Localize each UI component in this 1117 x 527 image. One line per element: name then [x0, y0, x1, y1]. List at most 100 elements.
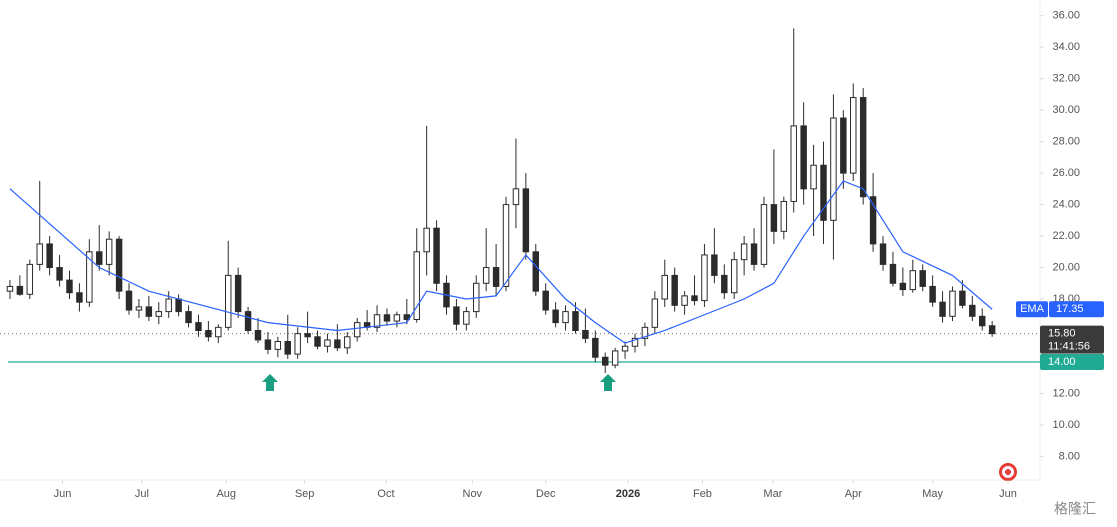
candle-body — [562, 311, 569, 324]
support-arrows — [262, 374, 616, 391]
candle-body — [850, 97, 857, 174]
candle-body — [701, 254, 708, 302]
candle-body — [969, 304, 976, 317]
candle-body — [959, 290, 966, 306]
y-tick-label: 32.00 — [1052, 73, 1080, 85]
support-label: 14.00 — [1048, 356, 1076, 368]
candle-body — [582, 329, 589, 339]
last-price-box — [1040, 325, 1104, 354]
candle-body — [532, 251, 540, 292]
candle-body — [205, 329, 212, 338]
x-tick-label: Jun — [999, 488, 1017, 500]
y-tick-label: 30.00 — [1052, 104, 1080, 116]
ema-name-box — [1016, 301, 1048, 318]
candle-body — [125, 290, 133, 311]
x-tick-label: Jul — [135, 488, 149, 500]
countdown: 11:41:56 — [1048, 341, 1090, 353]
candle-body — [46, 243, 53, 269]
candle-body — [611, 350, 619, 366]
candle-body — [552, 309, 559, 324]
ema-line — [9, 180, 993, 344]
candle-body — [641, 326, 649, 339]
candle-body — [711, 254, 718, 276]
candle-body — [740, 243, 748, 261]
candle-body — [661, 274, 668, 300]
y-tick-label: 22.00 — [1052, 230, 1080, 242]
y-tick-label: 36.00 — [1052, 10, 1080, 22]
x-tick-label: Feb — [693, 488, 712, 500]
candle-body — [135, 306, 143, 311]
candle-body — [681, 295, 688, 306]
candle-body — [879, 243, 887, 265]
candle-body — [602, 356, 609, 366]
candle-body — [254, 329, 262, 341]
candle-body — [939, 301, 946, 317]
candle-body — [840, 117, 847, 174]
candle-body — [383, 314, 391, 322]
x-tick-label: Nov — [463, 488, 483, 500]
candle-body — [780, 200, 788, 232]
candle-body — [810, 164, 817, 190]
candle-body — [750, 243, 758, 265]
candle-body — [86, 251, 93, 303]
candle-body — [492, 267, 500, 287]
y-tick-label: 8.00 — [1059, 450, 1080, 462]
candle-body — [830, 117, 837, 221]
candle-body — [324, 339, 331, 347]
y-tick-label: 26.00 — [1052, 167, 1080, 179]
candle-body — [721, 274, 728, 294]
candle-body — [423, 227, 430, 253]
candle-body — [621, 345, 629, 352]
x-tick-label: Dec — [536, 488, 556, 500]
candle-body — [6, 285, 14, 292]
candle-body — [979, 315, 986, 327]
y-tick-label: 24.00 — [1052, 198, 1080, 210]
candle-body — [105, 238, 113, 265]
candle-body — [393, 314, 401, 322]
candle-body — [413, 251, 420, 320]
candle-body — [165, 298, 172, 313]
candle-body — [671, 274, 678, 306]
candle-body — [760, 204, 768, 265]
x-tick-label: Apr — [845, 488, 862, 500]
support-box — [1040, 353, 1104, 370]
candle-body — [36, 243, 43, 265]
candle-body — [215, 326, 222, 338]
candle-body — [145, 306, 153, 317]
x-tick-label: Mar — [763, 488, 782, 500]
candle-body — [314, 336, 321, 347]
candle-body — [542, 290, 549, 311]
ema-value: 17.35 — [1056, 303, 1084, 315]
candle-body — [512, 188, 520, 206]
candle-body — [790, 125, 797, 202]
candle-body — [572, 311, 579, 331]
candle-body — [284, 341, 291, 355]
candle-body — [115, 238, 123, 292]
candle-body — [26, 263, 34, 295]
candle-body — [651, 298, 659, 328]
candle-body — [482, 267, 490, 284]
last-price-label: 15.80 — [1048, 328, 1076, 340]
y-tick-label: 34.00 — [1052, 41, 1080, 53]
ema-value-box — [1049, 301, 1104, 318]
candle-body — [820, 164, 827, 221]
candle-body — [274, 341, 282, 350]
candle-body — [929, 285, 936, 303]
candle-body — [800, 125, 807, 190]
candle-body — [344, 336, 351, 349]
candle-body — [224, 274, 232, 328]
candle-body — [195, 322, 202, 331]
candle-body — [353, 322, 361, 338]
candle-body — [988, 325, 996, 335]
candle-body — [373, 314, 381, 328]
candle-body — [76, 292, 83, 303]
candle-body — [899, 282, 907, 291]
candle-body — [294, 333, 301, 355]
candle-body — [433, 227, 440, 284]
x-tick-label: Jun — [54, 488, 72, 500]
candle-body — [859, 97, 867, 198]
y-tick-label: 12.00 — [1052, 387, 1080, 399]
candle-body — [522, 188, 530, 253]
